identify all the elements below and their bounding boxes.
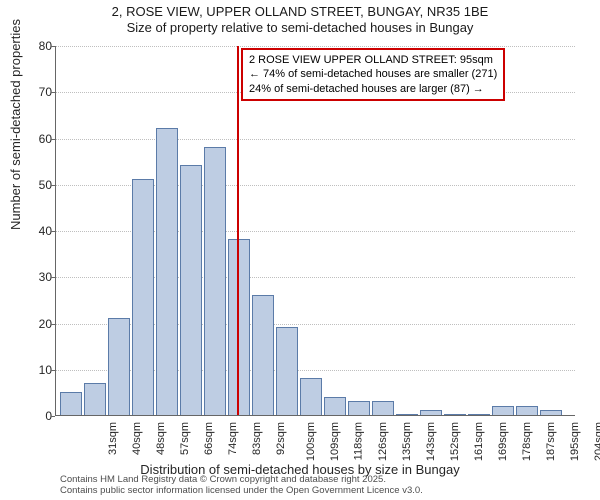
y-tick-label: 40 bbox=[24, 224, 52, 238]
x-tick-label: 74sqm bbox=[227, 422, 239, 455]
histogram-bar bbox=[300, 378, 322, 415]
x-tick-label: 83sqm bbox=[251, 422, 263, 455]
histogram-bar bbox=[492, 406, 514, 415]
x-tick-label: 118sqm bbox=[352, 422, 364, 460]
x-tick-label: 187sqm bbox=[545, 422, 557, 461]
histogram-bar bbox=[372, 401, 394, 415]
y-tick-label: 50 bbox=[24, 178, 52, 192]
reference-line bbox=[237, 46, 239, 415]
y-tick-mark bbox=[51, 46, 55, 47]
x-tick-label: 109sqm bbox=[329, 422, 341, 461]
histogram-bar bbox=[156, 128, 178, 415]
credits: Contains HM Land Registry data © Crown c… bbox=[60, 475, 423, 497]
x-tick-label: 169sqm bbox=[497, 422, 509, 461]
x-tick-label: 152sqm bbox=[449, 422, 461, 461]
x-tick-label: 135sqm bbox=[401, 422, 413, 461]
x-tick-label: 178sqm bbox=[521, 422, 533, 461]
histogram-bar bbox=[252, 295, 274, 415]
histogram-bar bbox=[108, 318, 130, 415]
histogram-bar bbox=[84, 383, 106, 415]
histogram-bar bbox=[444, 414, 466, 415]
x-tick-label: 204sqm bbox=[593, 422, 600, 461]
y-tick-label: 0 bbox=[24, 409, 52, 423]
y-tick-mark bbox=[51, 416, 55, 417]
x-tick-label: 161sqm bbox=[473, 422, 485, 461]
y-tick-label: 80 bbox=[24, 39, 52, 53]
y-axis-label: Number of semi-detached properties bbox=[8, 19, 23, 230]
y-tick-mark bbox=[51, 185, 55, 186]
histogram-bar bbox=[324, 397, 346, 416]
y-tick-label: 20 bbox=[24, 317, 52, 331]
x-tick-label: 48sqm bbox=[155, 422, 167, 455]
x-tick-label: 92sqm bbox=[275, 422, 287, 455]
y-tick-label: 60 bbox=[24, 132, 52, 146]
y-tick-mark bbox=[51, 92, 55, 93]
histogram-bar bbox=[204, 147, 226, 415]
histogram-bar bbox=[132, 179, 154, 415]
x-tick-label: 195sqm bbox=[569, 422, 581, 461]
y-tick-mark bbox=[51, 139, 55, 140]
title-line2: Size of property relative to semi-detach… bbox=[0, 20, 600, 36]
histogram-bar bbox=[276, 327, 298, 415]
chart-container: 2, ROSE VIEW, UPPER OLLAND STREET, BUNGA… bbox=[0, 0, 600, 500]
gridline bbox=[56, 139, 575, 140]
gridline bbox=[56, 46, 575, 47]
credit-line2: Contains public sector information licen… bbox=[60, 486, 423, 497]
y-tick-label: 10 bbox=[24, 363, 52, 377]
histogram-bar bbox=[348, 401, 370, 415]
x-tick-label: 143sqm bbox=[425, 422, 437, 461]
x-tick-label: 66sqm bbox=[203, 422, 215, 455]
title-line1: 2, ROSE VIEW, UPPER OLLAND STREET, BUNGA… bbox=[0, 4, 600, 20]
histogram-bar bbox=[60, 392, 82, 415]
y-tick-mark bbox=[51, 370, 55, 371]
chart-title: 2, ROSE VIEW, UPPER OLLAND STREET, BUNGA… bbox=[0, 0, 600, 37]
legend-line: 24% of semi-detached houses are larger (… bbox=[249, 82, 497, 96]
histogram-bar bbox=[228, 239, 250, 415]
histogram-bar bbox=[468, 414, 490, 415]
histogram-bar bbox=[516, 406, 538, 415]
x-tick-label: 126sqm bbox=[377, 422, 389, 461]
plot-area: 2 ROSE VIEW UPPER OLLAND STREET: 95sqm← … bbox=[55, 46, 575, 416]
y-tick-label: 30 bbox=[24, 270, 52, 284]
y-tick-mark bbox=[51, 324, 55, 325]
histogram-bar bbox=[396, 414, 418, 415]
y-tick-mark bbox=[51, 231, 55, 232]
histogram-bar bbox=[180, 165, 202, 415]
histogram-bar bbox=[540, 410, 562, 415]
y-tick-label: 70 bbox=[24, 85, 52, 99]
y-tick-mark bbox=[51, 277, 55, 278]
legend-line: 2 ROSE VIEW UPPER OLLAND STREET: 95sqm bbox=[249, 53, 497, 67]
legend-line: ← 74% of semi-detached houses are smalle… bbox=[249, 67, 497, 81]
legend-box: 2 ROSE VIEW UPPER OLLAND STREET: 95sqm← … bbox=[241, 48, 505, 101]
x-tick-label: 31sqm bbox=[107, 422, 119, 455]
histogram-bar bbox=[420, 410, 442, 415]
x-tick-label: 100sqm bbox=[305, 422, 317, 461]
x-tick-label: 40sqm bbox=[131, 422, 143, 455]
x-tick-label: 57sqm bbox=[179, 422, 191, 455]
